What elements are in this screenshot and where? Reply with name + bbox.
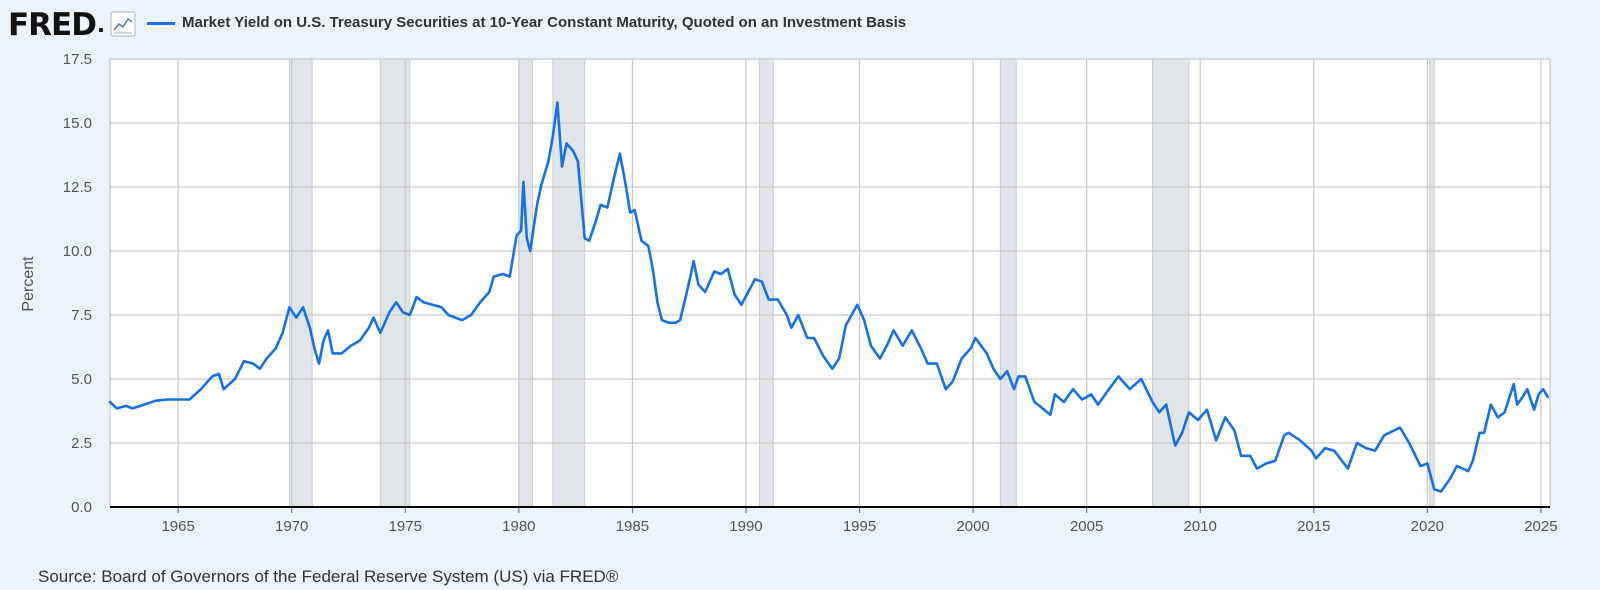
x-tick-label: 1990 (729, 518, 762, 535)
x-tick-label: 1995 (843, 518, 876, 535)
recession-bands (288, 58, 1435, 508)
chart-title: Market Yield on U.S. Treasury Securities… (182, 14, 907, 31)
y-tick-label: 12.5 (63, 179, 92, 196)
plot-background (110, 59, 1550, 507)
recession-band-8 (1429, 58, 1435, 508)
y-tick-label: 15.0 (63, 115, 92, 132)
recession-band-6 (999, 58, 1017, 508)
fred-logo[interactable]: FRED (8, 7, 97, 43)
x-tick-label: 2010 (1184, 518, 1217, 535)
y-tick-label: 7.5 (71, 307, 92, 324)
x-tick-label: 2025 (1524, 518, 1557, 535)
x-tick-label: 1985 (616, 518, 649, 535)
legend-swatch (147, 22, 175, 25)
y-tick-label: 5.0 (71, 371, 92, 388)
source-attribution: Source: Board of Governors of the Federa… (38, 567, 619, 586)
x-tick-label: 2020 (1411, 518, 1444, 535)
y-tick-label: 17.5 (63, 51, 92, 68)
gridlines (109, 58, 1551, 507)
y-tick-label: 0.0 (71, 499, 92, 516)
y-tick-label: 10.0 (63, 243, 92, 260)
y-axis-ticks: 0.0 2.5 5.0 7.5 10.0 12.5 15.0 17.5 (63, 51, 92, 516)
x-tick-label: 2015 (1297, 518, 1330, 535)
line-graph-icon[interactable] (110, 11, 136, 37)
y-tick-label: 2.5 (71, 435, 92, 452)
series-line-10-year-yield[interactable] (108, 101, 1549, 493)
x-tick-label: 1965 (161, 518, 194, 535)
x-tick-label: 1980 (502, 518, 535, 535)
x-tick-label: 1975 (389, 518, 422, 535)
fred-logo-mark (99, 28, 103, 32)
x-tick-label: 2005 (1070, 518, 1103, 535)
recession-band-4 (552, 58, 586, 508)
x-tick-label: 1970 (275, 518, 308, 535)
x-axis-ticks: 1965 1970 1975 1980 1985 1990 1995 2000 2005 2010… (161, 507, 1558, 535)
chart-header: FRED Market Yield on U.S. Treasury Secur… (0, 0, 1600, 48)
y-axis-label: Percent (20, 256, 37, 312)
recession-band-7 (1152, 58, 1190, 508)
x-tick-label: 2000 (956, 518, 989, 535)
recession-band-3 (518, 58, 533, 508)
recession-band-1 (288, 58, 313, 508)
